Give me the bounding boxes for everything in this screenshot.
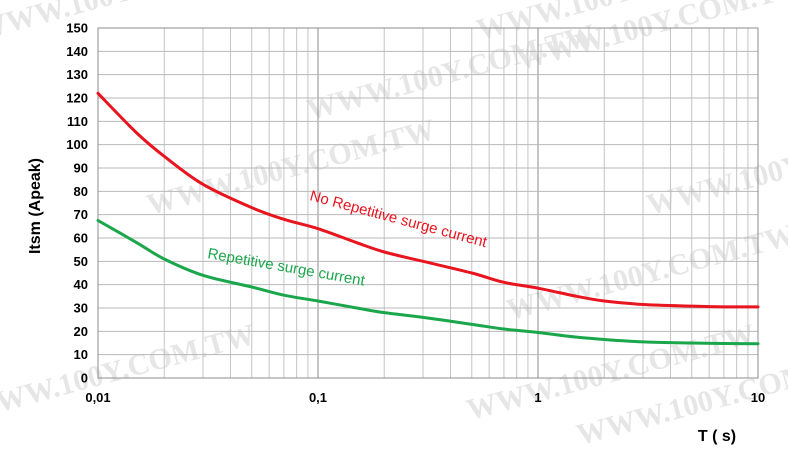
y-tick-label: 10 (74, 347, 88, 362)
y-tick-label: 90 (74, 161, 88, 176)
y-tick-label: 60 (74, 231, 88, 246)
series-layer (96, 91, 760, 346)
y-axis-title: Itsm (Apeak) (27, 158, 44, 254)
series-line-repetitive (96, 219, 760, 346)
y-tick-label: 30 (74, 301, 88, 316)
x-tick-label: 10 (751, 390, 765, 405)
y-tick-label: 80 (74, 184, 88, 199)
x-tick-label: 1 (534, 390, 541, 405)
y-tick-label: 140 (66, 44, 88, 59)
y-tick-label: 40 (74, 277, 88, 292)
y-tick-label: 70 (74, 207, 88, 222)
grid (97, 27, 759, 379)
plot-border (97, 27, 759, 379)
y-tick-label: 100 (66, 137, 88, 152)
x-tick-label: 0,1 (309, 390, 327, 405)
x-axis-title: T ( s) (698, 428, 736, 445)
y-tick-label: 50 (74, 254, 88, 269)
tick-labels: 01020304050607080901001101201301401500,0… (66, 21, 765, 406)
y-tick-label: 110 (67, 114, 88, 129)
y-tick-label: 20 (74, 324, 88, 339)
y-tick-label: 120 (66, 91, 88, 106)
y-tick-label: 150 (66, 21, 88, 36)
series-line-no-repetitive (96, 91, 760, 309)
x-tick-label: 0,01 (85, 390, 110, 405)
y-tick-label: 0 (81, 371, 88, 386)
y-tick-label: 130 (66, 67, 88, 82)
